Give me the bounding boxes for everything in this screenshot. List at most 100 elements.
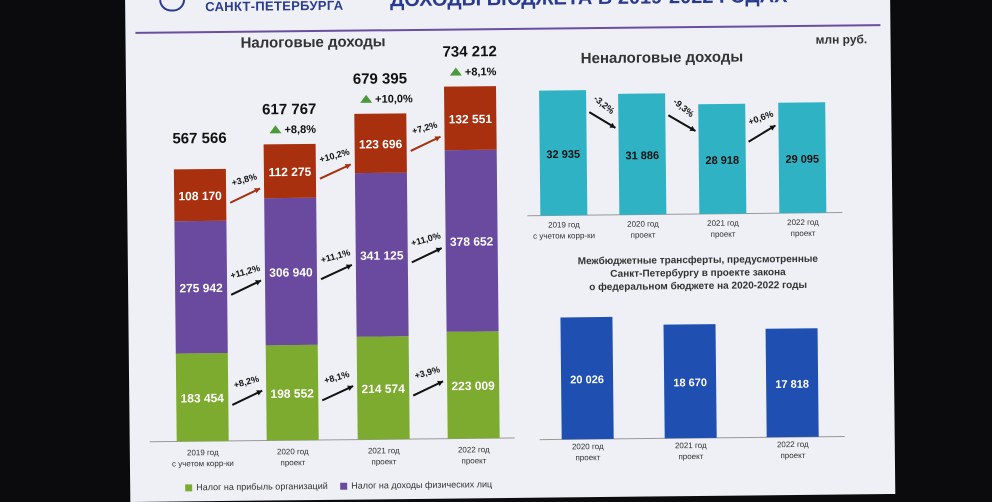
segment-value-label: 306 940 xyxy=(269,265,313,279)
stacked-bar-segment xyxy=(263,143,317,199)
stacked-bar-segment xyxy=(265,344,319,441)
category-label: 2021 год xyxy=(368,446,400,455)
growth-label: -3,2% xyxy=(592,93,617,116)
growth-arrow-head xyxy=(437,380,444,387)
bar xyxy=(618,93,667,215)
growth-arrow-head xyxy=(254,188,261,194)
growth-arrow-head xyxy=(769,125,776,131)
bar-value-label: 17 818 xyxy=(775,379,809,391)
category-label: с учетом корр-ки xyxy=(533,231,595,241)
legend-swatch xyxy=(185,484,193,492)
category-label: проект xyxy=(780,451,805,460)
growth-arrow-head xyxy=(609,122,616,128)
bar-value-label: 20 026 xyxy=(570,374,604,386)
category-label: 2022 год xyxy=(458,445,490,454)
stacked-bar-segment xyxy=(173,168,227,222)
legend-swatch xyxy=(340,482,348,490)
growth-triangle-icon xyxy=(269,125,282,134)
growth-label: -9,3% xyxy=(671,97,696,120)
legend-label: Налог на доходы физических лиц xyxy=(351,479,493,491)
legend-label: Налог на прибыль организаций xyxy=(196,480,328,493)
growth-arrow-head xyxy=(255,280,262,286)
segment-value-label: 378 652 xyxy=(450,234,494,248)
growth-label: +8,1% xyxy=(323,369,351,386)
growth-arrow xyxy=(410,135,441,152)
category-label: 2019 год xyxy=(548,220,580,229)
charts-canvas: 183 454 275 942 108 170 567 566 2019 год с уч… xyxy=(149,43,845,469)
total-value-label: 567 566 xyxy=(172,130,226,148)
growth-arrow-head xyxy=(435,247,442,253)
segment-value-label: 275 942 xyxy=(179,281,223,295)
stacked-bar-segment xyxy=(444,86,497,151)
stacked-bar-segment xyxy=(444,149,499,332)
category-label: 2022 год xyxy=(777,440,809,449)
growth-label: +3,9% xyxy=(413,364,441,381)
growth-arrow xyxy=(320,263,353,281)
stacked-bar-segment xyxy=(356,336,410,440)
growth-label: +7,2% xyxy=(411,120,439,137)
growth-arrow xyxy=(229,187,261,204)
growth-arrow-head xyxy=(434,136,441,142)
segment-value-label: 132 551 xyxy=(449,112,493,126)
segment-value-label: 223 009 xyxy=(451,379,495,393)
total-value-label: 679 395 xyxy=(353,70,407,88)
total-growth-label: +8,1% xyxy=(465,66,497,78)
bar-value-label: 31 886 xyxy=(625,150,659,162)
category-label: 2021 год xyxy=(707,219,739,228)
category-label: 2020 год xyxy=(277,447,309,456)
growth-label: +0,6% xyxy=(747,109,775,127)
legend-item: Налог на прибыль организаций xyxy=(185,481,328,492)
segment-value-label: 198 552 xyxy=(270,386,314,400)
segment-value-label: 108 170 xyxy=(178,189,222,203)
growth-triangle-icon xyxy=(449,67,462,76)
growth-arrow xyxy=(411,247,443,264)
segment-value-label: 112 275 xyxy=(268,165,311,179)
stacked-bar-segment xyxy=(354,172,409,337)
growth-arrow-head xyxy=(344,163,351,170)
stacked-bar-segment xyxy=(175,352,229,442)
bar xyxy=(778,102,827,214)
growth-arrow-head xyxy=(345,264,352,270)
legend-item: Налог на доходы физических лиц xyxy=(340,479,492,491)
total-value-label: 734 212 xyxy=(442,43,496,61)
category-label: с учетом корр-ки xyxy=(172,459,234,469)
slide: САНКТ-ПЕТЕРБУРГА ДОХОДЫ БЮДЖЕТА В 2019-2… xyxy=(125,0,896,502)
category-label: 2020 год xyxy=(572,442,604,451)
bar xyxy=(539,90,588,216)
growth-arrow-head xyxy=(347,385,354,391)
category-label: проект xyxy=(631,230,656,239)
growth-label: +10,2% xyxy=(318,147,350,165)
growth-arrow-head xyxy=(689,125,696,132)
growth-label: +11,1% xyxy=(320,247,352,265)
category-label: проект xyxy=(575,453,600,462)
growth-triangle-icon xyxy=(360,94,373,103)
category-label: 2021 год xyxy=(675,441,707,450)
growth-arrow xyxy=(319,163,352,180)
growth-label: +11,2% xyxy=(229,263,261,281)
bar xyxy=(663,324,717,439)
category-label: 2020 год xyxy=(627,219,659,228)
growth-label: +8,2% xyxy=(233,374,261,391)
bar-value-label: 18 670 xyxy=(673,377,707,389)
total-growth-label: +10,0% xyxy=(375,93,413,105)
segment-value-label: 214 574 xyxy=(361,382,405,396)
stacked-bar-segment xyxy=(354,113,407,174)
category-label: проект xyxy=(791,229,816,238)
growth-label: +11,0% xyxy=(410,230,442,248)
total-value-label: 617 767 xyxy=(262,101,316,119)
segment-value-label: 123 696 xyxy=(359,137,403,151)
growth-label: +3,8% xyxy=(230,171,258,188)
category-label: проект xyxy=(711,230,736,239)
category-label: проект xyxy=(461,456,486,465)
category-label: проект xyxy=(371,457,396,466)
segment-value-label: 183 454 xyxy=(180,391,224,405)
bar-value-label: 32 935 xyxy=(546,149,580,161)
stacked-bar-segment xyxy=(264,197,318,346)
segment-value-label: 341 125 xyxy=(360,248,404,262)
stacked-bar-segment xyxy=(174,220,228,354)
growth-arrow xyxy=(230,279,262,296)
category-label: 2022 год xyxy=(787,218,819,227)
growth-arrow-head xyxy=(256,390,263,396)
bar xyxy=(765,328,819,438)
category-label: 2019 год xyxy=(187,448,219,457)
